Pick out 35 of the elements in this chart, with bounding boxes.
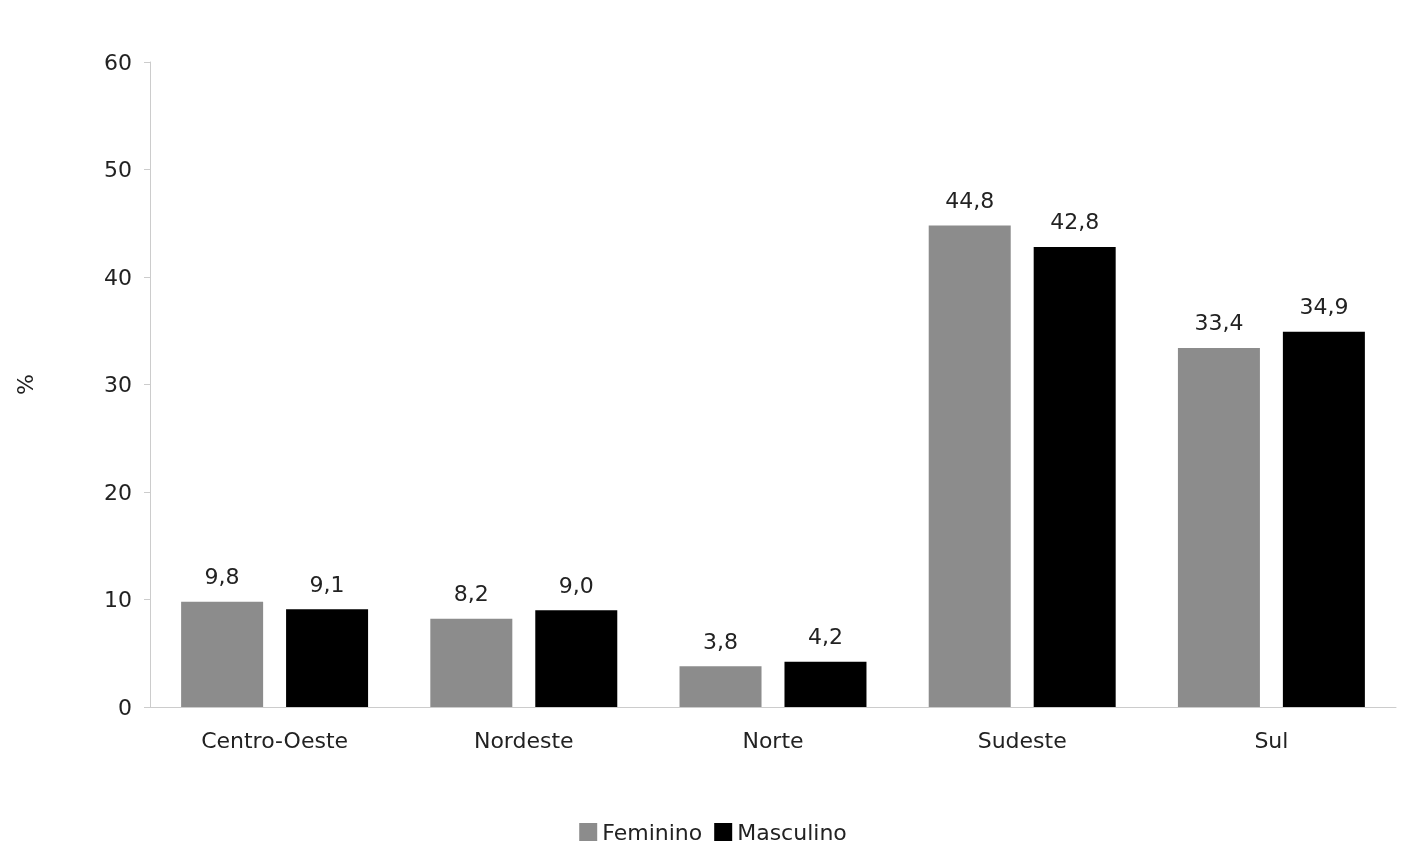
bar	[286, 609, 369, 707]
data-label: 33,4	[1194, 310, 1244, 336]
data-label: 44,8	[945, 187, 995, 213]
bar	[181, 601, 264, 707]
data-label: 3,8	[703, 628, 739, 654]
y-tick-label: 0	[118, 694, 132, 720]
x-tick-label: Sudeste	[977, 727, 1067, 753]
bar	[679, 666, 762, 707]
data-label: 9,0	[558, 572, 594, 598]
legend-label: Masculino	[737, 819, 847, 845]
y-tick-label: 50	[104, 157, 132, 182]
bar	[535, 610, 618, 707]
y-tick-label: 10	[104, 587, 132, 612]
data-label: 34,9	[1299, 294, 1349, 320]
bar	[430, 618, 513, 707]
y-tick-label: 30	[104, 372, 132, 397]
y-tick-label: 40	[104, 264, 132, 290]
bar	[1282, 331, 1365, 707]
data-label: 8,2	[453, 581, 489, 607]
legend-label: Feminino	[602, 819, 703, 845]
data-label: 9,1	[309, 571, 345, 597]
x-tick-label: Norte	[742, 727, 804, 753]
bar	[1177, 347, 1260, 707]
bar	[928, 225, 1011, 707]
y-tick-label: 20	[104, 479, 132, 505]
data-label: 42,8	[1050, 209, 1100, 235]
x-tick-label: Sul	[1254, 727, 1289, 753]
y-axis-title: %	[11, 374, 37, 395]
y-tick-label: 60	[104, 49, 132, 75]
data-label: 9,8	[204, 564, 240, 590]
x-tick-label: Centro-Oeste	[201, 727, 349, 753]
bar	[784, 661, 867, 707]
data-label: 4,2	[807, 624, 843, 650]
bar	[1033, 246, 1116, 707]
x-tick-label: Nordeste	[473, 727, 574, 753]
